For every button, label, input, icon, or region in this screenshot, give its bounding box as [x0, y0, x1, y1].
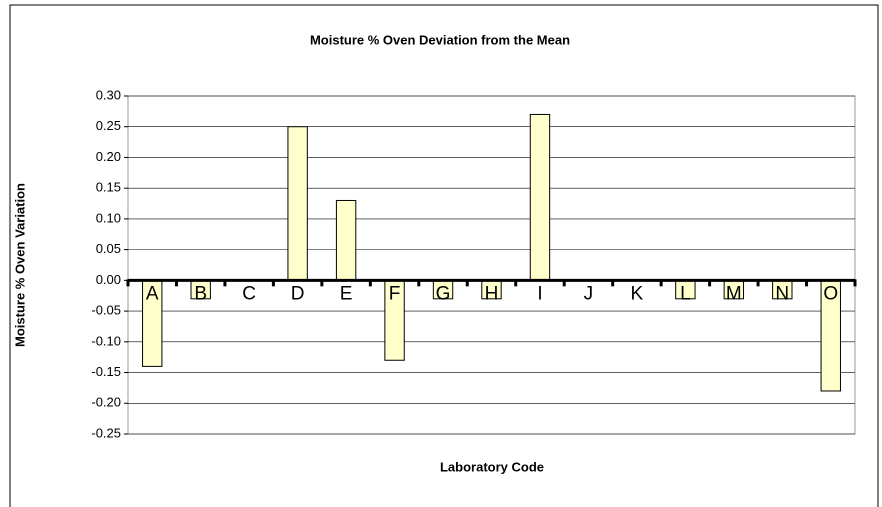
plot-area: [127, 95, 856, 435]
x-tick-label: K: [631, 283, 644, 304]
y-tick-label: 0.25: [96, 118, 121, 133]
x-tick-label: I: [537, 283, 542, 304]
x-tick-label: M: [726, 283, 742, 304]
x-tick-label: O: [823, 283, 838, 304]
y-tick-label: -0.20: [91, 395, 121, 410]
y-tick-label: -0.25: [91, 425, 121, 440]
x-tick-label: C: [242, 283, 256, 304]
x-tick-label: E: [340, 283, 353, 304]
y-tick-label: 0.00: [96, 272, 121, 287]
y-tick-label: -0.05: [91, 303, 121, 318]
x-tick-label: B: [194, 283, 207, 304]
y-tick-label: 0.10: [96, 210, 121, 225]
y-tick-label: 0.30: [96, 87, 121, 102]
x-tick-label: H: [485, 283, 499, 304]
x-tick-label: F: [389, 283, 401, 304]
x-tick-label: D: [291, 283, 305, 304]
y-tick-label: -0.10: [91, 333, 121, 348]
bar: [287, 126, 308, 281]
y-tick-label: -0.15: [91, 364, 121, 379]
x-tick-label: J: [584, 283, 594, 304]
y-tick-label: 0.20: [96, 149, 121, 164]
x-tick-label: A: [146, 283, 159, 304]
bar: [529, 113, 551, 281]
y-tick-label: 0.15: [96, 180, 121, 195]
y-tick-label: 0.05: [96, 241, 121, 256]
y-axis-label: Moisture % Oven Variation: [12, 183, 27, 347]
x-tick-label: N: [775, 283, 789, 304]
chart-border: [9, 4, 879, 507]
x-tick-label: G: [436, 283, 451, 304]
x-axis-label: Laboratory Code: [440, 459, 544, 474]
x-tick-label: L: [680, 283, 691, 304]
bar: [335, 199, 357, 281]
chart-title: Moisture % Oven Deviation from the Mean: [310, 32, 570, 47]
